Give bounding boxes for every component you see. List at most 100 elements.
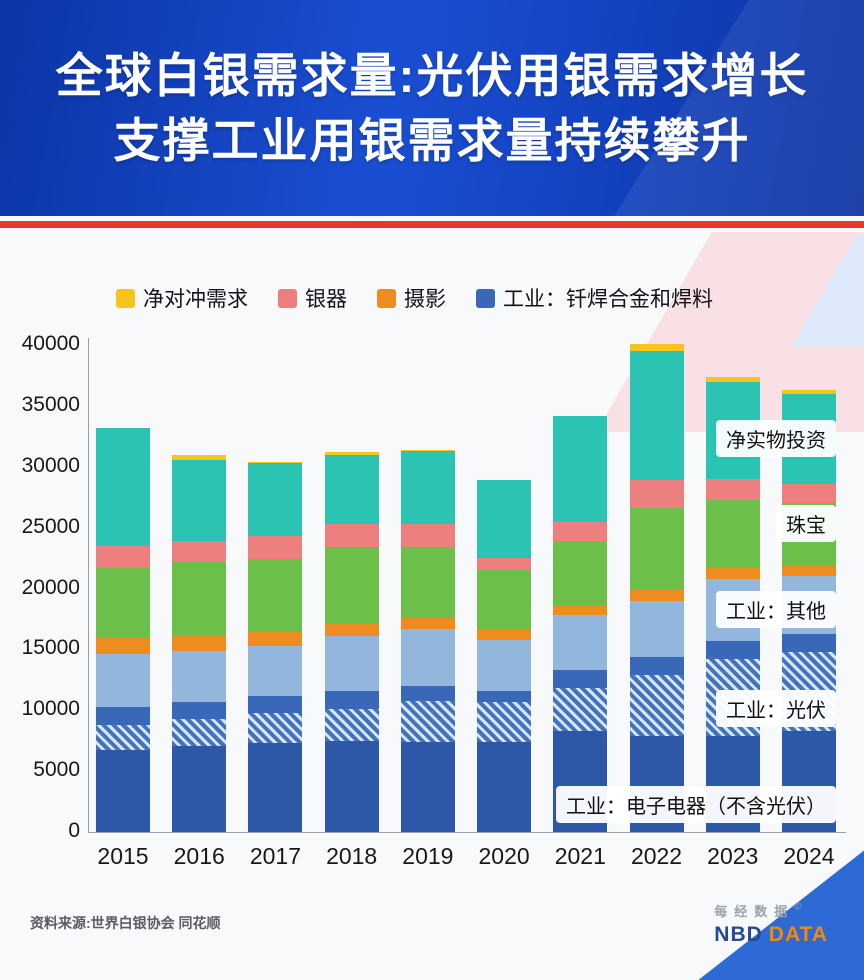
segment-other-industrial xyxy=(477,639,532,691)
segment-silverware xyxy=(477,558,532,571)
red-divider xyxy=(0,221,864,228)
nbd-data-logo: 每经数据© NBD DATA xyxy=(714,901,828,947)
chart-legend: 净对冲需求 银器 摄影 工业：钎焊合金和焊料 xyxy=(116,283,713,313)
segment-jewelry xyxy=(324,547,379,624)
segment-silverware xyxy=(324,524,379,548)
segment-pv xyxy=(96,724,150,751)
segment-pv xyxy=(324,709,379,741)
segment-electronics xyxy=(324,740,379,832)
segment-hedging xyxy=(324,452,379,455)
bar-2019 xyxy=(400,449,455,832)
data-source-note: 资料来源:世界白银协会 同花顺 xyxy=(30,915,221,931)
segment-investment xyxy=(172,459,227,542)
segment-brazing xyxy=(781,634,836,652)
copyright-mark: © xyxy=(794,901,802,913)
segment-jewelry xyxy=(477,570,532,629)
x-label-2020: 2020 xyxy=(478,843,530,869)
segment-brazing xyxy=(248,695,303,713)
annotation-industrial-other: 工业：其他 xyxy=(716,591,836,628)
x-label-2019: 2019 xyxy=(402,843,454,869)
segment-other-industrial xyxy=(96,654,150,707)
title-banner: 全球白银需求量:光伏用银需求增长 支撑工业用银需求量持续攀升 xyxy=(0,0,864,216)
annotation-industrial-pv: 工业：光伏 xyxy=(716,690,836,727)
logo-nbd-text: NBD xyxy=(714,923,763,946)
segment-pv xyxy=(172,718,227,746)
annotation-jewelry: 珠宝 xyxy=(776,505,836,542)
bar-2020 xyxy=(477,480,532,832)
segment-other-industrial xyxy=(248,645,303,696)
segment-hedging xyxy=(781,390,836,394)
bar-2016 xyxy=(172,454,227,832)
segment-pv xyxy=(248,712,303,744)
segment-investment xyxy=(629,351,684,481)
y-tick-40000: 40000 xyxy=(21,332,80,355)
segment-silverware xyxy=(248,536,303,560)
segment-jewelry xyxy=(172,561,227,637)
legend-label: 摄影 xyxy=(404,288,446,311)
segment-photography xyxy=(324,623,379,637)
segment-brazing xyxy=(172,701,227,719)
segment-silverware xyxy=(172,541,227,562)
legend-swatch xyxy=(476,288,495,308)
segment-other-industrial xyxy=(629,600,684,657)
x-label-2023: 2023 xyxy=(707,843,759,869)
x-label-2021: 2021 xyxy=(554,843,606,869)
legend-item-2: 摄影 xyxy=(377,283,446,313)
segment-silverware xyxy=(705,479,760,500)
segment-investment xyxy=(248,463,303,537)
segment-electronics xyxy=(477,741,532,832)
x-label-2016: 2016 xyxy=(173,843,225,869)
segment-silverware xyxy=(553,521,608,542)
segment-hedging xyxy=(400,449,455,451)
logo-data-text: DATA xyxy=(768,923,828,946)
segment-other-industrial xyxy=(324,636,379,691)
segment-investment xyxy=(400,450,455,524)
segment-brazing xyxy=(477,690,532,702)
bar-2021 xyxy=(553,415,608,832)
segment-other-industrial xyxy=(400,628,455,686)
bar-2018 xyxy=(324,452,379,832)
segment-jewelry xyxy=(553,541,608,606)
segment-pv xyxy=(400,700,455,742)
segment-brazing xyxy=(324,690,379,710)
page-title-line-2: 支撑工业用银需求量持续攀升 xyxy=(113,114,751,167)
segment-jewelry xyxy=(400,547,455,618)
segment-photography xyxy=(172,636,227,651)
segment-hedging xyxy=(705,376,760,382)
segment-jewelry xyxy=(96,567,150,639)
annotation-industrial-electronics: 工业：电子电器（不含光伏） xyxy=(556,786,836,823)
segment-electronics xyxy=(400,741,455,832)
bar-2022 xyxy=(629,343,684,832)
segment-brazing xyxy=(400,685,455,701)
legend-item-1: 银器 xyxy=(278,283,347,313)
y-tick-10000: 10000 xyxy=(21,697,80,721)
legend-label: 净对冲需求 xyxy=(143,288,248,311)
plot-area xyxy=(90,343,842,832)
segment-silverware xyxy=(629,480,684,509)
legend-item-0: 净对冲需求 xyxy=(116,283,248,313)
segment-brazing xyxy=(705,640,760,660)
legend-swatch xyxy=(116,288,135,308)
segment-jewelry xyxy=(248,559,303,633)
x-label-2018: 2018 xyxy=(326,843,378,869)
legend-item-3: 工业：钎焊合金和焊料 xyxy=(476,283,713,313)
segment-silverware xyxy=(781,483,836,504)
segment-photography xyxy=(248,632,303,646)
segment-investment xyxy=(324,454,379,525)
segment-electronics xyxy=(172,745,227,832)
segment-investment xyxy=(96,427,150,546)
y-tick-5000: 5000 xyxy=(33,758,80,782)
x-label-2022: 2022 xyxy=(630,843,683,869)
segment-photography xyxy=(553,605,608,616)
x-label-2024: 2024 xyxy=(783,843,835,869)
page-title-line-1: 全球白银需求量:光伏用银需求增长 xyxy=(55,48,809,102)
segment-electronics xyxy=(96,750,150,832)
segment-photography xyxy=(705,568,760,579)
y-tick-30000: 30000 xyxy=(21,453,80,477)
y-tick-0: 0 xyxy=(68,819,80,842)
segment-silverware xyxy=(96,545,150,568)
segment-electronics xyxy=(248,743,303,832)
logo-chinese-text: 每经数据 xyxy=(714,904,795,919)
